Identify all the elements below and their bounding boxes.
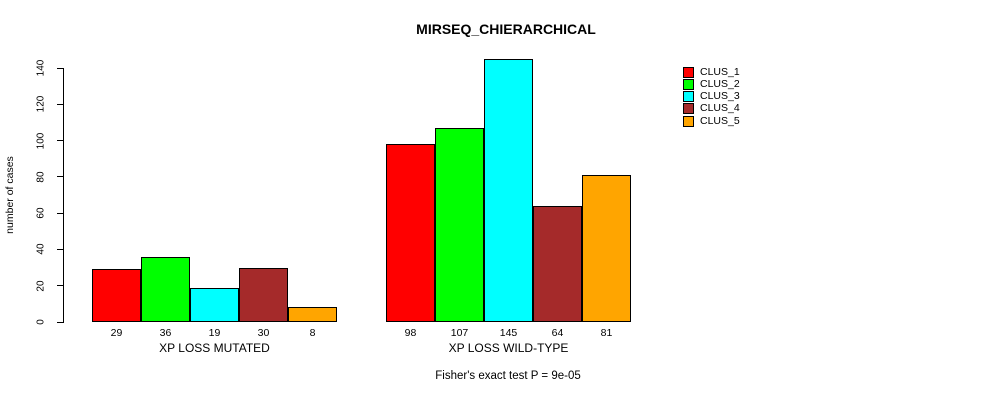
bar-value-label: 81 <box>600 327 613 339</box>
legend-swatch <box>683 66 694 78</box>
legend-label: CLUS_1 <box>700 65 740 78</box>
y-axis-line <box>63 68 64 323</box>
legend-swatch <box>683 115 694 127</box>
y-axis-label: number of cases <box>4 156 16 234</box>
y-tick-label: 140 <box>35 59 47 77</box>
group-label: XP LOSS MUTATED <box>159 341 270 355</box>
bar-value-label: 19 <box>208 327 221 339</box>
bar <box>582 175 631 322</box>
y-tick <box>57 140 63 142</box>
y-tick <box>57 67 63 69</box>
y-tick-label: 40 <box>35 243 47 255</box>
bar <box>288 307 337 322</box>
y-tick <box>57 285 63 287</box>
legend-swatch <box>683 78 694 90</box>
y-tick <box>57 176 63 178</box>
bar <box>484 58 533 322</box>
y-tick-label: 80 <box>35 171 47 183</box>
bar <box>435 127 484 322</box>
y-tick-label: 20 <box>35 280 47 292</box>
bar <box>533 205 582 322</box>
bar-value-label: 64 <box>551 327 564 339</box>
bar <box>190 287 239 322</box>
legend-label: CLUS_2 <box>700 77 740 90</box>
y-tick-label: 120 <box>35 95 47 113</box>
bar-value-label: 36 <box>159 327 172 339</box>
bar-value-label: 8 <box>309 327 316 339</box>
bar <box>239 267 288 322</box>
legend-swatch <box>683 103 694 115</box>
bar <box>92 269 141 322</box>
y-tick-label: 60 <box>35 207 47 219</box>
legend-label: CLUS_3 <box>700 90 740 103</box>
bar-value-label: 29 <box>110 327 123 339</box>
y-tick <box>57 103 63 105</box>
legend-label: CLUS_4 <box>700 102 740 115</box>
bar <box>141 256 190 322</box>
chart-title: MIRSEQ_CHIERARCHICAL <box>416 21 596 37</box>
y-tick <box>57 248 63 250</box>
group-label: XP LOSS WILD-TYPE <box>448 341 569 355</box>
bar-value-label: 98 <box>404 327 417 339</box>
bar-value-label: 145 <box>499 327 518 339</box>
y-tick <box>57 321 63 323</box>
fisher-test-annotation: Fisher's exact test P = 9e-05 <box>435 370 581 382</box>
y-tick-label: 100 <box>35 132 47 149</box>
bar-value-label: 30 <box>257 327 270 339</box>
legend-label: CLUS_5 <box>700 114 740 127</box>
bar <box>386 144 435 322</box>
y-tick <box>57 212 63 214</box>
bar-value-label: 107 <box>450 327 469 339</box>
y-tick-label: 0 <box>35 319 47 325</box>
legend-swatch <box>683 91 694 103</box>
